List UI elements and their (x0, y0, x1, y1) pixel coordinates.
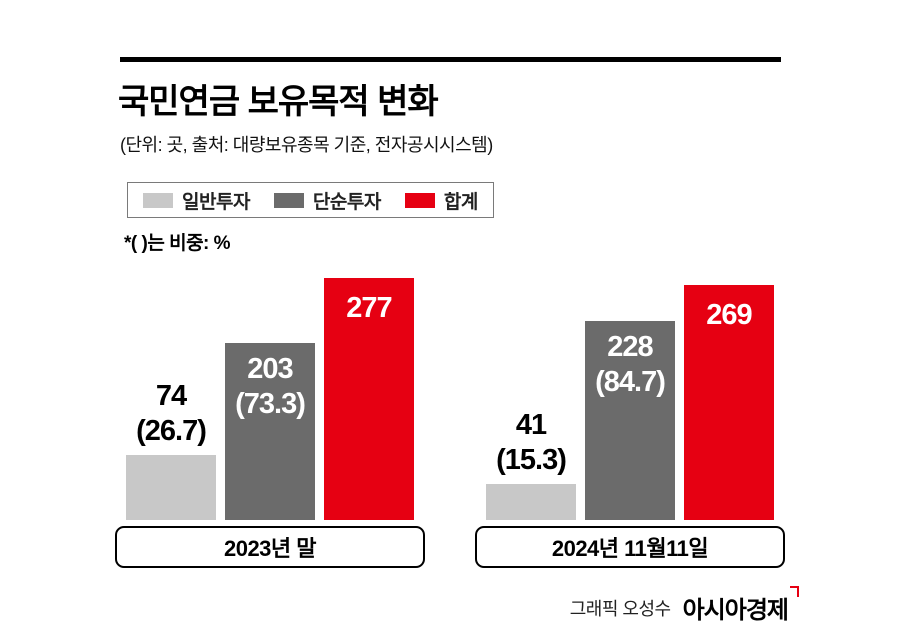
legend-swatch-simple (273, 192, 304, 208)
top-rule (120, 57, 781, 62)
bar-label-total-2023: 277 (324, 278, 414, 326)
bar-general-2023: 74 (26.7) (126, 379, 216, 520)
bar-value: 228 (607, 331, 653, 363)
legend-item-total: 합계 (404, 187, 478, 214)
bar-rect-total-2024: 269 (684, 285, 774, 520)
bar-group-2024: 41 (15.3) 228 (84.7) 269 (475, 278, 785, 568)
bar-rect-general-2024 (486, 484, 576, 520)
bars-row-2024: 41 (15.3) 228 (84.7) 269 (475, 278, 785, 520)
legend-label-total: 합계 (443, 191, 478, 213)
bar-label-simple-2024: 228 (84.7) (585, 321, 675, 400)
brand-name: 아시아경제 (682, 597, 789, 624)
legend-item-general: 일반투자 (143, 187, 250, 214)
bar-general-2024: 41 (15.3) (486, 408, 576, 520)
bar-simple-2023: 203 (73.3) (225, 343, 315, 520)
bar-label-general-2023: 74 (26.7) (126, 379, 216, 449)
bar-group-2023: 74 (26.7) 203 (73.3) 277 (115, 278, 425, 568)
legend-label-simple: 단순투자 (312, 191, 381, 213)
brand-mark-icon (790, 586, 799, 597)
bar-pct: (15.3) (496, 444, 567, 477)
bar-simple-2024: 228 (84.7) (585, 321, 675, 520)
bar-value: 203 (247, 353, 293, 385)
bars-row-2023: 74 (26.7) 203 (73.3) 277 (115, 278, 425, 520)
bar-label-general-2024: 41 (15.3) (486, 408, 576, 478)
percentage-note: *( )는 비중: % (124, 233, 231, 254)
category-label-2024: 2024년 11월11일 (475, 526, 785, 568)
credit-line: 그래픽 오성수 아시아경제 (569, 586, 799, 625)
bar-value: 277 (346, 292, 392, 324)
bar-pct: (73.3) (235, 387, 306, 420)
legend-label-general: 일반투자 (182, 191, 250, 213)
bar-rect-simple-2024: 228 (84.7) (585, 321, 675, 520)
bar-total-2023: 277 (324, 278, 414, 520)
legend-item-simple: 단순투자 (273, 187, 381, 214)
legend: 일반투자 단순투자 합계 (127, 182, 494, 218)
bar-pct: (84.7) (595, 365, 666, 398)
bar-label-total-2024: 269 (684, 285, 774, 333)
bar-value: 269 (706, 299, 752, 331)
bar-label-simple-2023: 203 (73.3) (225, 343, 315, 422)
brand-logo: 아시아경제 (682, 586, 799, 625)
category-label-2023: 2023년 말 (115, 526, 425, 568)
bar-rect-total-2023: 277 (324, 278, 414, 520)
chart-subtitle: (단위: 곳, 출처: 대량보유종목 기준, 전자공시시스템) (120, 135, 493, 155)
bar-value: 41 (515, 409, 547, 442)
bar-total-2024: 269 (684, 285, 774, 520)
legend-swatch-total (404, 192, 435, 208)
graphic-credit: 그래픽 오성수 (569, 598, 671, 619)
legend-swatch-general (143, 192, 173, 208)
page-title: 국민연금 보유목적 변화 (118, 83, 439, 121)
bar-value: 74 (155, 380, 187, 413)
bar-rect-simple-2023: 203 (73.3) (225, 343, 315, 520)
bar-pct: (26.7) (136, 415, 207, 448)
bar-rect-general-2023 (126, 455, 216, 520)
